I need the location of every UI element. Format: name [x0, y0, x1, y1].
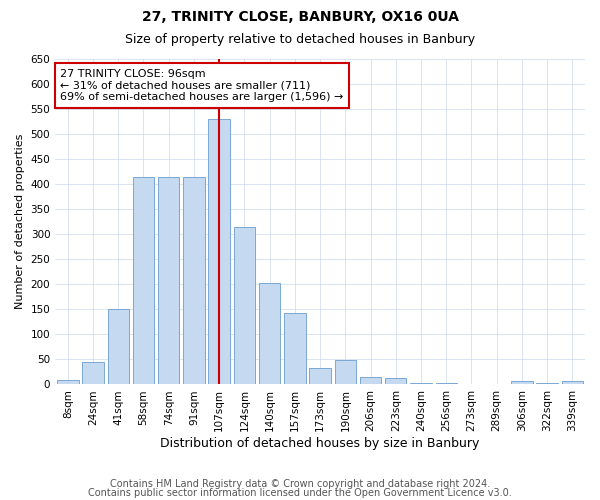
Text: 27 TRINITY CLOSE: 96sqm
← 31% of detached houses are smaller (711)
69% of semi-d: 27 TRINITY CLOSE: 96sqm ← 31% of detache…	[61, 69, 344, 102]
Bar	[284, 314, 305, 384]
Y-axis label: Number of detached properties: Number of detached properties	[15, 134, 25, 310]
Bar	[183, 176, 205, 384]
Bar	[208, 119, 230, 384]
Bar	[562, 381, 583, 384]
Bar	[385, 378, 406, 384]
Bar	[511, 382, 533, 384]
Bar	[82, 362, 104, 384]
Bar	[259, 283, 280, 384]
Bar	[107, 310, 129, 384]
Bar	[310, 368, 331, 384]
Text: Contains HM Land Registry data © Crown copyright and database right 2024.: Contains HM Land Registry data © Crown c…	[110, 479, 490, 489]
Bar	[233, 226, 255, 384]
Bar	[57, 380, 79, 384]
Bar	[158, 176, 179, 384]
Text: Size of property relative to detached houses in Banbury: Size of property relative to detached ho…	[125, 32, 475, 46]
Bar	[335, 360, 356, 384]
Bar	[360, 377, 381, 384]
X-axis label: Distribution of detached houses by size in Banbury: Distribution of detached houses by size …	[160, 437, 480, 450]
Text: 27, TRINITY CLOSE, BANBURY, OX16 0UA: 27, TRINITY CLOSE, BANBURY, OX16 0UA	[142, 10, 458, 24]
Bar	[133, 176, 154, 384]
Text: Contains public sector information licensed under the Open Government Licence v3: Contains public sector information licen…	[88, 488, 512, 498]
